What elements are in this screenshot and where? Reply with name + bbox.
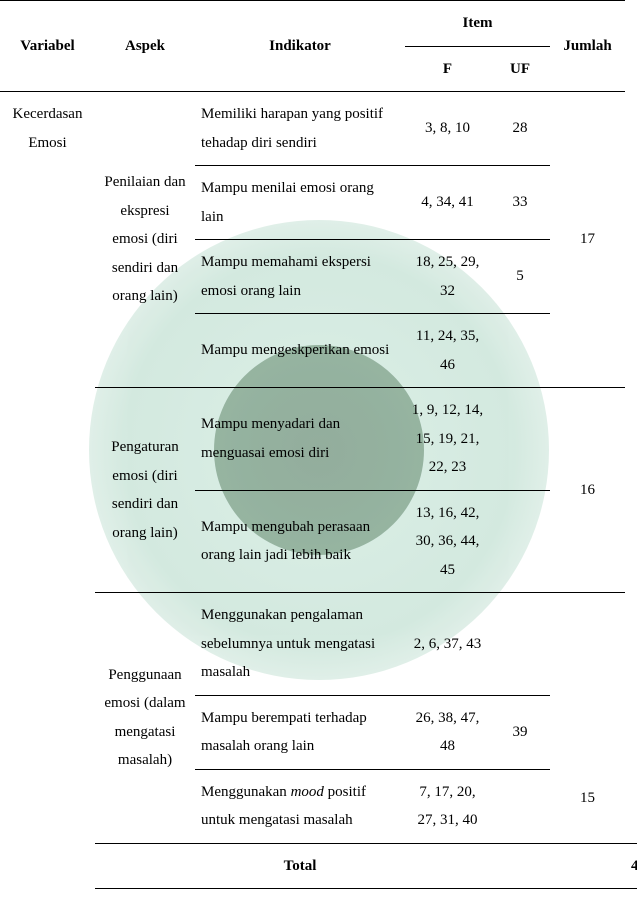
cell-indikator: Menggunakan pengalaman sebelumnya untuk … [195,593,405,696]
cell-uf: 28 [490,92,550,166]
cell-indikator: Memiliki harapan yang positif tehadap di… [195,92,405,166]
cell-f: 1, 9, 12, 14, 15, 19, 21, 22, 23 [405,388,490,491]
cell-f: 18, 25, 29, 32 [405,240,490,314]
cell-f: 13, 16, 42, 30, 36, 44, 45 [405,490,490,593]
th-indikator: Indikator [195,1,405,92]
cell-variabel: Kecerdasan Emosi [0,92,95,889]
cell-f: 11, 24, 35, 46 [405,314,490,388]
cell-uf: 5 [490,240,550,314]
cell-f: 26, 38, 47, 48 [405,695,490,769]
th-uf: UF [490,46,550,92]
cell-jumlah: 17 [550,92,625,388]
cell-uf [490,490,550,593]
cell-jumlah: 16 [550,388,625,593]
cell-indikator: Mampu berempati terhadap masalah orang l… [195,695,405,769]
total-label: Total [195,843,405,889]
cell-aspek: Penilaian dan ekspresi emosi (diri sendi… [95,92,195,388]
cell-uf [490,769,550,843]
cell-f: 7, 17, 20, 27, 31, 40 [405,769,490,843]
cell-indikator: Mampu mengeskperikan emosi [195,314,405,388]
cell-indikator: Mampu menilai emosi orang lain [195,166,405,240]
cell-indikator: Menggunakan mood positif untuk mengatasi… [195,769,405,843]
cell-f: 3, 8, 10 [405,92,490,166]
cell-aspek: Pengaturan emosi (diri sendiri dan orang… [95,388,195,593]
cell-aspek: Penggunaan emosi (dalam mengatasi masala… [95,593,195,844]
th-f: F [405,46,490,92]
text-italic: mood [291,784,324,800]
cell-f: 2, 6, 37, 43 [405,593,490,696]
th-variabel: Variabel [0,1,95,92]
cell-jumlah: 15 [550,593,625,844]
table-row: Pengaturan emosi (diri sendiri dan orang… [0,388,637,491]
cell-indikator: Mampu memahami ekspersi emosi orang lain [195,240,405,314]
th-jumlah: Jumlah [550,1,625,92]
total-value: 48 [625,843,637,889]
table-row: Kecerdasan Emosi Penilaian dan ekspresi … [0,92,637,166]
blueprint-table: Variabel Aspek Indikator Item Jumlah F U… [0,0,637,889]
th-item: Item [405,1,550,47]
cell-uf: 39 [490,695,550,769]
th-aspek: Aspek [95,1,195,92]
cell-uf [490,314,550,388]
cell-uf [490,388,550,491]
cell-indikator: Mampu mengubah perasaan orang lain jadi … [195,490,405,593]
total-row: Total 48 [0,843,637,889]
cell-uf [490,593,550,696]
table-row: Penggunaan emosi (dalam mengatasi masala… [0,593,637,696]
text: Menggunakan [201,784,291,800]
cell-uf: 33 [490,166,550,240]
cell-indikator: Mampu menyadari dan menguasai emosi diri [195,388,405,491]
cell-f: 4, 34, 41 [405,166,490,240]
